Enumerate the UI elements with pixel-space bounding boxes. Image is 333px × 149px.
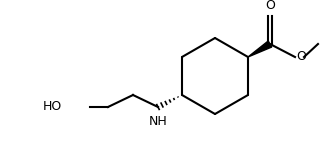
Text: HO: HO (42, 100, 62, 114)
Polygon shape (248, 41, 272, 57)
Text: NH: NH (149, 115, 167, 128)
Text: O: O (265, 0, 275, 12)
Text: O: O (296, 51, 306, 63)
